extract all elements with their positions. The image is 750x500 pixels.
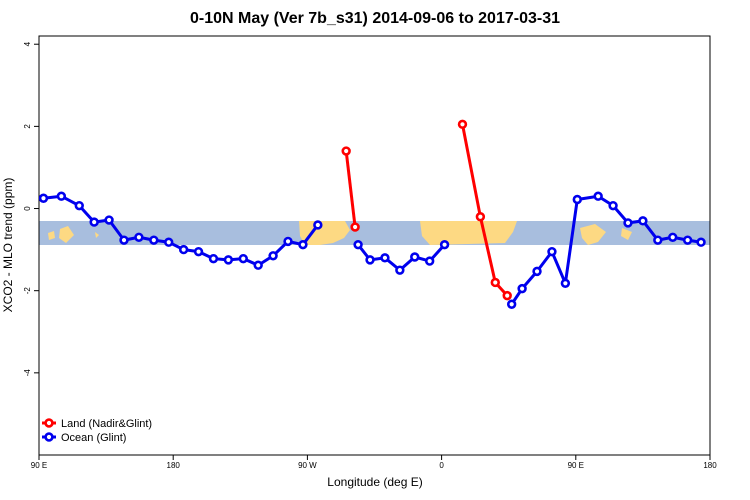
- data-point: [532, 266, 542, 277]
- x-axis: 90 E 180 90 W 0 90 E 180: [31, 455, 717, 470]
- x-tick-label: 180: [703, 461, 717, 470]
- land-shape: [48, 231, 55, 240]
- y-tick-label: -2: [23, 287, 32, 295]
- data-point: [238, 253, 248, 264]
- data-point: [56, 191, 67, 201]
- data-point: [193, 246, 204, 257]
- series-line: [510, 194, 702, 306]
- y-axis-label: XCO2 - MLO trend (ppm): [1, 178, 15, 313]
- data-point: [298, 239, 308, 250]
- y-tick-label: 4: [23, 41, 32, 46]
- data-point: [268, 251, 278, 261]
- legend-marker: [44, 418, 54, 428]
- legend-label: Land (Nadir&Glint): [61, 418, 152, 430]
- legend-marker: [44, 432, 54, 442]
- y-axis: 4 2 0 -2 -4: [23, 41, 39, 376]
- data-point: [457, 119, 468, 130]
- y-tick-label: 2: [23, 124, 32, 129]
- x-tick-label: 0: [439, 461, 444, 470]
- data-point: [350, 222, 360, 232]
- data-point: [134, 232, 144, 242]
- data-point: [380, 253, 390, 263]
- land-shape: [59, 226, 74, 243]
- data-point: [313, 220, 323, 230]
- x-tick-label: 90 E: [31, 461, 47, 470]
- series-land: [341, 119, 512, 301]
- data-point: [502, 290, 512, 301]
- land-shape: [299, 221, 350, 245]
- land-shape: [580, 224, 606, 245]
- legend: Land (Nadir&Glint) Ocean (Glint): [42, 418, 152, 444]
- data-point: [490, 277, 500, 288]
- land-band: [48, 221, 632, 245]
- data-point: [623, 218, 633, 228]
- data-point: [424, 256, 435, 266]
- land-shape: [95, 232, 99, 238]
- data-point: [593, 191, 603, 201]
- series-layer: [39, 119, 706, 309]
- data-point: [164, 237, 174, 247]
- data-point: [178, 244, 189, 255]
- data-point: [572, 194, 582, 205]
- land-shape: [420, 221, 517, 245]
- data-point: [608, 200, 618, 211]
- data-point: [39, 193, 49, 203]
- data-point: [638, 216, 648, 226]
- land-shape: [621, 228, 632, 240]
- data-point: [560, 278, 571, 288]
- plot-frame: [38, 35, 711, 456]
- chart-title: 0-10N May (Ver 7b_s31) 2014-09-06 to 201…: [190, 10, 560, 27]
- data-point: [547, 246, 557, 257]
- data-point: [149, 235, 159, 245]
- data-point: [341, 146, 351, 156]
- x-tick-label: 90 W: [298, 461, 317, 470]
- series-line: [344, 150, 357, 228]
- data-point: [506, 299, 517, 309]
- data-point: [653, 235, 663, 245]
- y-tick-label: 0: [23, 206, 32, 211]
- data-point: [223, 255, 234, 265]
- data-point: [208, 253, 219, 264]
- legend-label: Ocean (Glint): [61, 432, 126, 444]
- y-tick-label: -4: [23, 369, 32, 377]
- series-ocean: [39, 191, 706, 309]
- data-point: [517, 283, 527, 294]
- data-point: [696, 237, 706, 247]
- data-point: [74, 200, 84, 211]
- x-axis-label: Longitude (deg E): [327, 475, 423, 489]
- data-point: [668, 232, 678, 242]
- data-point: [104, 215, 114, 225]
- x-tick-label: 90 E: [568, 461, 584, 470]
- data-point: [365, 255, 375, 265]
- data-point: [283, 236, 293, 247]
- data-point: [395, 265, 405, 275]
- data-point: [439, 239, 450, 250]
- x-tick-label: 180: [167, 461, 181, 470]
- data-point: [119, 235, 129, 245]
- series-line: [461, 124, 509, 297]
- data-point: [353, 239, 363, 250]
- data-point: [253, 260, 263, 270]
- data-point: [410, 252, 420, 262]
- data-point: [682, 235, 693, 245]
- data-point: [475, 212, 486, 222]
- data-point: [89, 217, 99, 227]
